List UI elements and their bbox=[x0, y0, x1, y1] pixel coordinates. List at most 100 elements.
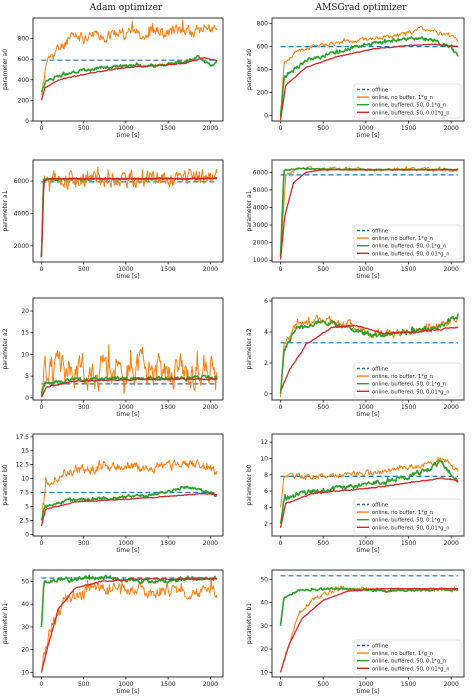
chart-panel: 0 500 1000 1500 2000 10 20 30 40 50 time [s] parame… bbox=[246, 569, 465, 695]
series-line-buf001 bbox=[40, 56, 218, 101]
x-tick-label: 1500 bbox=[160, 681, 175, 688]
legend-box bbox=[353, 362, 462, 398]
chart-panel: 0 500 1000 1500 2000 0 2.5 5 7.5 10 12.5 15 17.5 time… bbox=[2, 433, 224, 554]
y-tick-label: 0 bbox=[25, 395, 29, 402]
x-tick-label: 2000 bbox=[203, 404, 218, 411]
x-tick-label: 0 bbox=[279, 681, 283, 688]
legend-label-offline: offline bbox=[372, 503, 388, 509]
series-line-buf01 bbox=[40, 485, 218, 521]
y-tick-label: 400 bbox=[18, 77, 30, 84]
axes-frame bbox=[271, 433, 465, 537]
x-axis-label: time [s] bbox=[356, 132, 379, 139]
y-tick-label: 5 bbox=[25, 373, 29, 380]
x-tick-label: 2000 bbox=[444, 125, 459, 132]
legend-label-buf01: online, buffered, 50, 0.1*g_n bbox=[372, 382, 446, 388]
axes-frame bbox=[32, 569, 224, 678]
y-tick-label: 40 bbox=[21, 601, 29, 608]
series-line-buf01 bbox=[279, 587, 459, 626]
x-tick-label: 1000 bbox=[118, 540, 133, 547]
y-tick-label: 10 bbox=[21, 476, 29, 483]
series-group bbox=[40, 574, 218, 673]
legend-label-no-buffer: online, no buffer, 1*g_n bbox=[372, 651, 433, 657]
x-axis-label: time [s] bbox=[116, 411, 139, 418]
y-tick-label: 2000 bbox=[14, 243, 29, 250]
y-tick-label: 1000 bbox=[253, 257, 268, 264]
series-group bbox=[279, 313, 459, 397]
series-line-buf001 bbox=[279, 477, 459, 528]
x-axis-label: time [s] bbox=[116, 132, 139, 139]
y-axis-label: parameter b1 bbox=[2, 603, 9, 644]
x-axis-label: time [s] bbox=[116, 547, 139, 554]
x-tick-label: 1000 bbox=[358, 681, 373, 688]
y-tick-label: 5000 bbox=[253, 187, 268, 194]
legend-label-buf01: online, buffered, 50, 0.1*g_n bbox=[372, 659, 446, 665]
x-tick-label: 1500 bbox=[401, 125, 416, 132]
y-tick-label: 6000 bbox=[253, 169, 268, 176]
series-group bbox=[279, 166, 459, 260]
series-line-no-buffer bbox=[40, 577, 218, 673]
y-tick-label: 10 bbox=[260, 455, 268, 462]
chart-panel: 0 500 1000 1500 2000 0 5 10 15 20 time [s] paramete… bbox=[2, 297, 224, 418]
y-axis-label: parameter b0 bbox=[2, 464, 9, 505]
x-tick-label: 2000 bbox=[203, 540, 218, 547]
y-tick-label: 800 bbox=[257, 21, 269, 28]
y-tick-label: 4 bbox=[264, 329, 268, 336]
x-tick-label: 1000 bbox=[358, 404, 373, 411]
axes-frame bbox=[32, 433, 224, 537]
series-line-buf001 bbox=[279, 43, 459, 120]
series-line-buf01 bbox=[40, 54, 218, 93]
y-tick-label: 3000 bbox=[253, 222, 268, 229]
axes-frame bbox=[32, 159, 224, 263]
y-tick-label: 4 bbox=[264, 504, 268, 511]
x-tick-label: 1000 bbox=[118, 125, 133, 132]
x-tick-label: 1000 bbox=[358, 540, 373, 547]
x-tick-label: 0 bbox=[279, 125, 283, 132]
x-tick-label: 500 bbox=[78, 681, 90, 688]
series-line-buf01 bbox=[40, 574, 218, 627]
legend-label-offline: offline bbox=[372, 88, 388, 94]
x-tick-label: 1500 bbox=[401, 266, 416, 273]
series-line-buf001 bbox=[40, 577, 218, 673]
y-tick-label: 10 bbox=[21, 351, 29, 358]
legend-label-no-buffer: online, no buffer, 1*g_n bbox=[372, 95, 433, 101]
x-tick-label: 0 bbox=[40, 540, 44, 547]
legend-label-no-buffer: online, no buffer, 1*g_n bbox=[372, 236, 433, 242]
x-tick-label: 2000 bbox=[444, 540, 459, 547]
x-axis-label: time [s] bbox=[356, 273, 379, 280]
legend-box bbox=[353, 224, 462, 260]
x-tick-label: 0 bbox=[40, 266, 44, 273]
y-tick-label: 10 bbox=[260, 669, 268, 676]
x-tick-label: 2000 bbox=[444, 681, 459, 688]
series-line-buf001 bbox=[279, 587, 458, 673]
chart-panel: 0 500 1000 1500 2000 0 200 400 600 800 time [s] par… bbox=[246, 17, 465, 139]
legend-label-offline: offline bbox=[372, 644, 388, 650]
y-tick-label: 17.5 bbox=[16, 434, 30, 441]
series-line-no-buffer bbox=[40, 166, 218, 258]
series-line-no-buffer bbox=[40, 344, 218, 394]
legend-box bbox=[353, 498, 462, 534]
y-tick-label: 12 bbox=[260, 439, 268, 446]
legend-label-buf01: online, buffered, 50, 0.1*g_n bbox=[372, 518, 446, 524]
x-tick-label: 500 bbox=[317, 266, 329, 273]
x-tick-label: 1000 bbox=[358, 125, 373, 132]
legend-label-buf001: online, buffered, 50, 0.01*g_n bbox=[372, 389, 450, 395]
y-tick-label: 2.5 bbox=[19, 517, 29, 524]
legend-box bbox=[353, 83, 462, 119]
x-tick-label: 0 bbox=[40, 404, 44, 411]
legend-label-offline: offline bbox=[372, 229, 388, 235]
y-tick-label: 4000 bbox=[14, 210, 29, 217]
y-tick-label: 200 bbox=[18, 97, 30, 104]
x-axis-label: time [s] bbox=[116, 273, 139, 280]
x-tick-label: 2000 bbox=[203, 266, 218, 273]
legend-label-buf01: online, buffered, 50, 0.1*g_n bbox=[372, 244, 446, 250]
series-group bbox=[279, 456, 459, 528]
legend-label-no-buffer: online, no buffer, 1*g_n bbox=[372, 510, 433, 516]
y-axis-label: parameter b0 bbox=[246, 464, 253, 505]
y-axis-label: parameter a2 bbox=[246, 328, 253, 369]
y-tick-label: 2000 bbox=[253, 240, 268, 247]
y-tick-label: 800 bbox=[18, 36, 30, 43]
y-tick-label: 20 bbox=[21, 308, 29, 315]
